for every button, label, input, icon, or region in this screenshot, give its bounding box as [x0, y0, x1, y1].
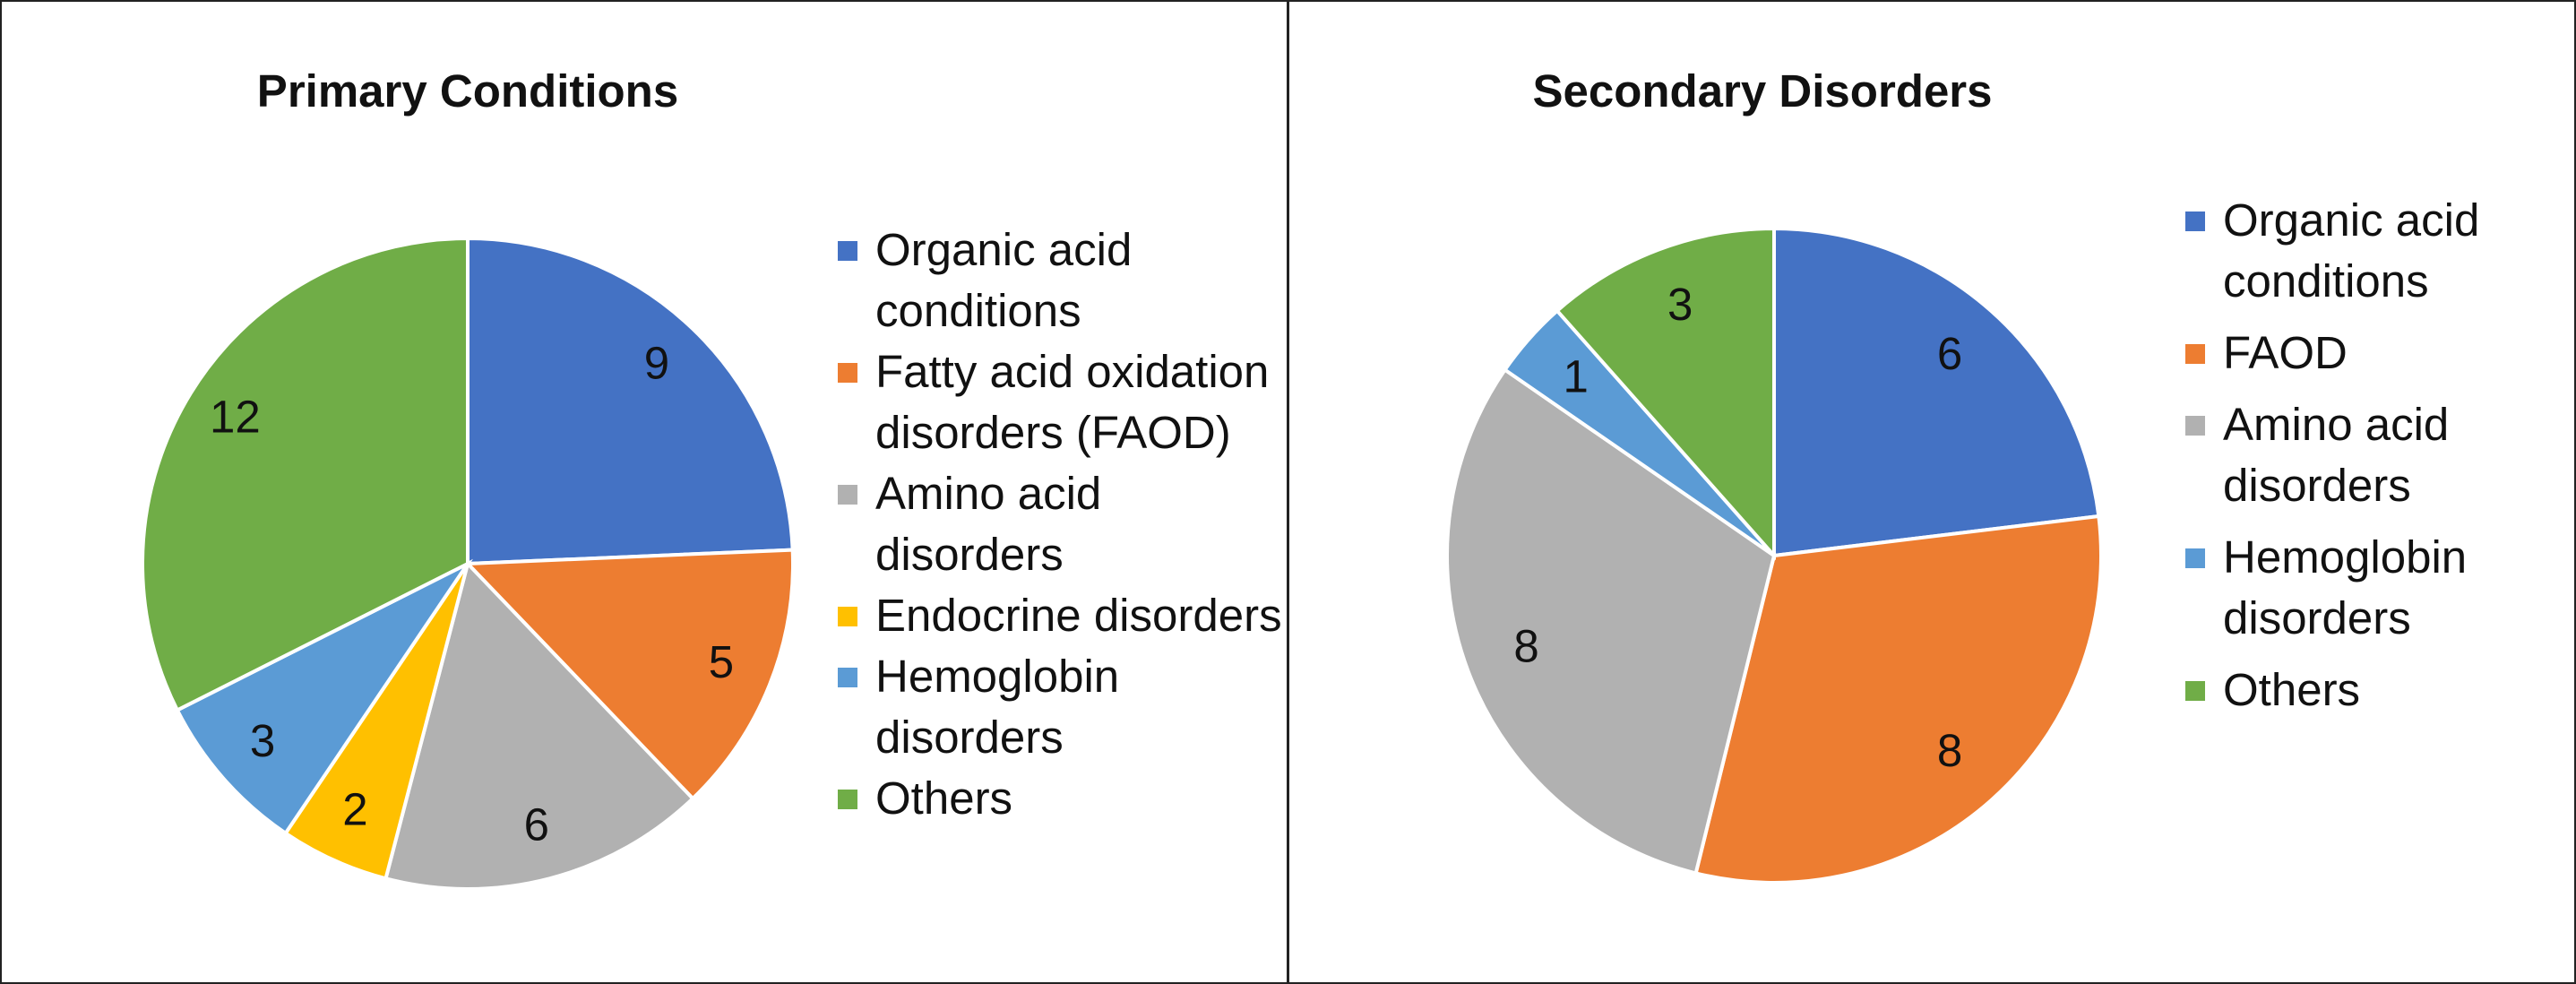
legend-label: Hemoglobin disorders	[875, 651, 1120, 763]
data-label: 3	[1667, 279, 1693, 330]
legend-entry: Hemoglobin disorders	[838, 646, 1297, 768]
data-label: 12	[210, 392, 261, 443]
legend-label: Fatty acid oxidation disorders (FAOD)	[875, 346, 1270, 458]
chart-title: Secondary Disorders	[1532, 65, 1993, 117]
legend-swatch	[838, 790, 857, 809]
legend-label: Others	[875, 773, 1013, 824]
data-label: 6	[524, 799, 549, 850]
legend-swatch	[838, 485, 857, 505]
legend: Organic acid conditions Fatty acid oxidat…	[838, 220, 1297, 829]
legend-entry: Amino acid disorders	[2185, 394, 2576, 516]
pie-slice	[1772, 226, 2101, 558]
chart-title: Primary Conditions	[256, 65, 679, 117]
pie-slice	[175, 558, 473, 836]
pie-slice	[141, 236, 470, 713]
legend-label: Amino acid disorders	[875, 468, 1102, 580]
legend-label: FAOD	[2223, 327, 2348, 378]
data-label: 2	[342, 783, 367, 834]
legend-label: Hemoglobin disorders	[2223, 531, 2468, 643]
legend-entry: Fatty acid oxidation disorders (FAOD)	[838, 341, 1297, 463]
pie-slice	[1445, 367, 1777, 876]
legend-swatch	[838, 607, 857, 626]
legend-swatch	[2185, 344, 2205, 364]
data-label: 9	[644, 337, 669, 388]
legend-entry: Others	[838, 768, 1297, 829]
legend-label: Amino acid disorders	[2223, 399, 2450, 511]
legend-swatch	[2185, 681, 2205, 701]
legend-swatch	[2185, 211, 2205, 231]
divider	[1287, 0, 1289, 984]
legend-entry: Amino acid disorders	[838, 463, 1297, 585]
pie-slice	[1555, 226, 1776, 561]
data-label: 8	[1937, 725, 1962, 776]
data-label: 8	[1513, 620, 1538, 671]
legend-swatch	[2185, 548, 2205, 568]
pie-slice	[383, 560, 696, 891]
legend-label: Organic acid conditions	[875, 224, 1133, 336]
legend-swatch	[838, 363, 857, 383]
legend-label: Endocrine disorders	[875, 590, 1282, 641]
data-label: 3	[250, 715, 275, 766]
data-label: 1	[1564, 350, 1589, 401]
legend-entry: Organic acid conditions	[2185, 190, 2576, 312]
legend-entry: Organic acid conditions	[838, 220, 1297, 341]
pie-slice	[1693, 514, 2103, 885]
legend-entry: Endocrine disorders	[838, 585, 1297, 646]
data-label: 6	[1937, 328, 1962, 379]
legend-swatch	[2185, 416, 2205, 436]
legend-entry: Others	[2185, 660, 2576, 721]
legend: Organic acid conditions FAOD Amino acid di…	[2185, 190, 2576, 731]
legend-entry: FAOD	[2185, 323, 2576, 384]
legend-entry: Hemoglobin disorders	[2185, 527, 2576, 649]
legend-swatch	[838, 668, 857, 687]
legend-swatch	[838, 241, 857, 261]
legend-label: Organic acid conditions	[2223, 194, 2480, 306]
legend-label: Others	[2223, 664, 2361, 715]
pie-slice	[466, 236, 795, 566]
pie-slice	[463, 548, 795, 801]
data-label: 5	[709, 636, 734, 687]
